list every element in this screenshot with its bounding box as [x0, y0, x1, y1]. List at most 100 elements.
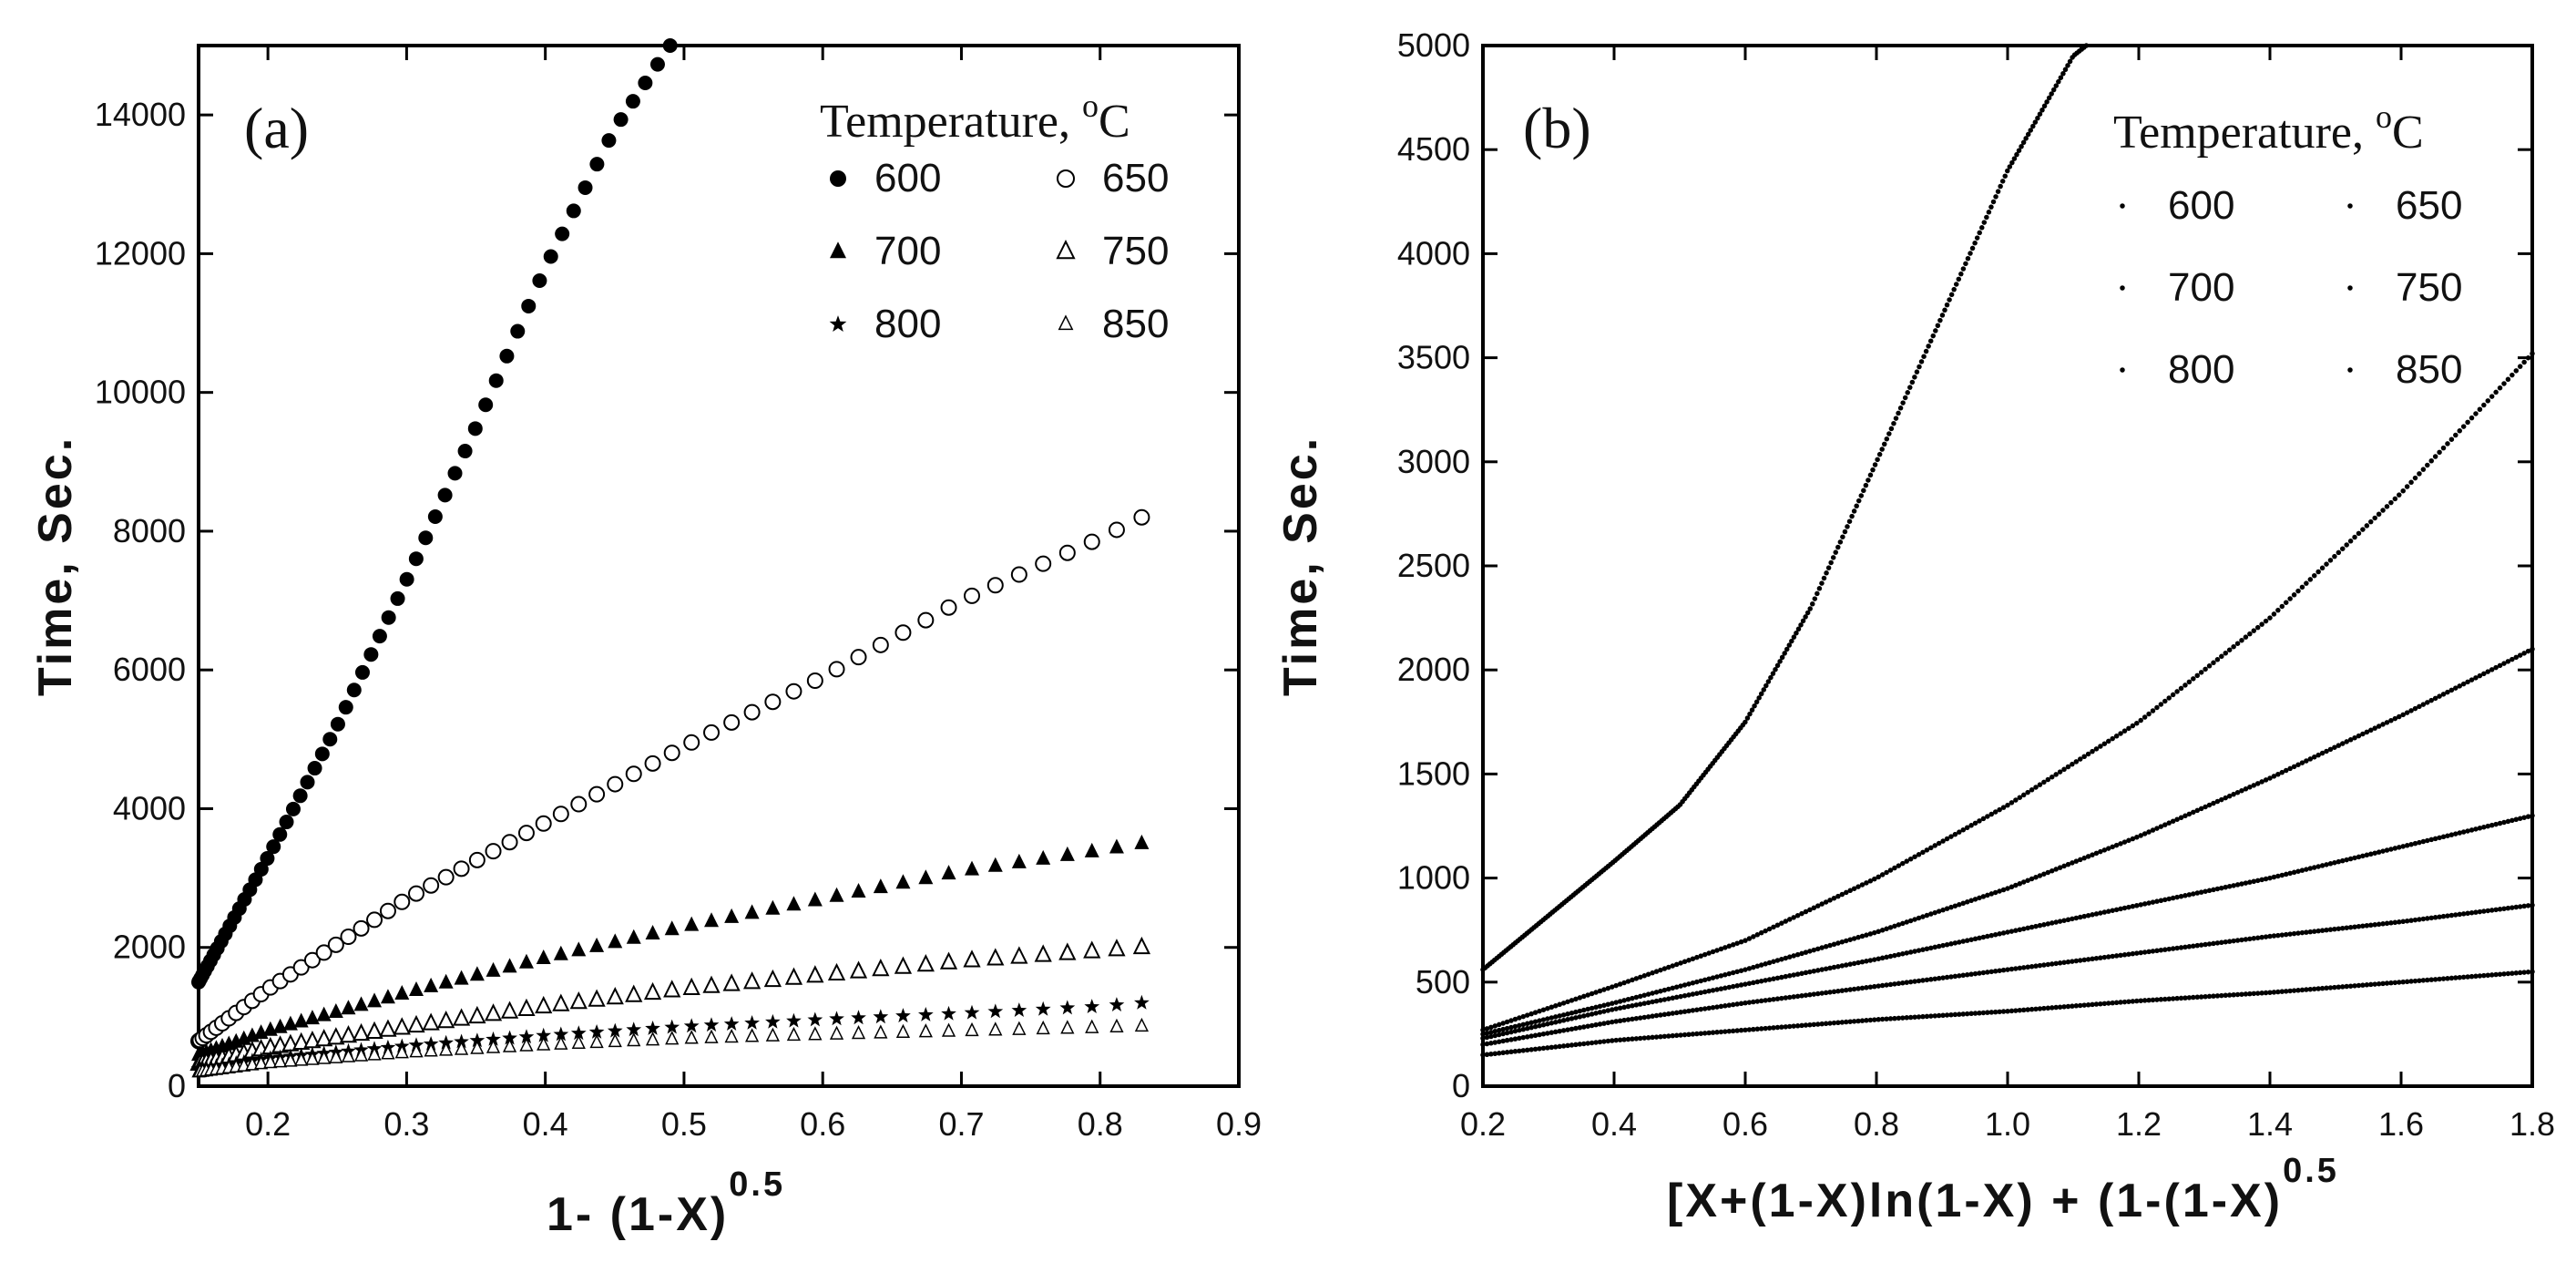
data-point-750-b [1532, 1023, 1538, 1030]
data-point-800-b [2049, 961, 2055, 967]
data-point-850-a [941, 1022, 956, 1037]
data-point-800-a [964, 1004, 980, 1020]
data-point-850-a [283, 1052, 298, 1067]
data-point-600-b [1999, 179, 2006, 184]
data-point-700-b [2234, 789, 2241, 795]
data-point-600-b [1743, 719, 1748, 725]
data-point-850-a [965, 1021, 979, 1037]
data-point-800-b [2279, 932, 2285, 938]
data-point-750-b [2356, 854, 2362, 860]
data-point-850-b [1811, 1021, 1817, 1028]
data-point-750-b [1585, 1012, 1590, 1018]
data-point-650-a [1010, 566, 1027, 583]
data-point-750-b [2037, 922, 2043, 929]
data-point-850-b [1488, 1052, 1494, 1057]
data-point-800-b [2388, 920, 2394, 926]
data-point-650-a [1035, 555, 1052, 572]
data-point-750-b [2368, 851, 2374, 857]
data-point-850-b [1932, 1013, 1937, 1019]
data-point-750-b [1988, 932, 1995, 939]
data-point-600-b [1984, 214, 1989, 221]
data-point-850-b [2493, 971, 2499, 978]
data-point-850-a [439, 1042, 454, 1056]
data-point-700-b [1811, 947, 1817, 953]
data-point-750-b [2324, 862, 2329, 867]
data-point-800-b [1617, 1018, 1623, 1023]
data-point-650-a [785, 683, 802, 700]
data-point-750-b [1710, 988, 1716, 993]
data-point-650-a [353, 919, 370, 937]
data-point-650-b [2460, 424, 2467, 429]
data-point-750-b [2182, 893, 2188, 898]
data-point-700-b [1694, 979, 1700, 985]
data-point-850-b [1807, 1021, 1813, 1028]
data-point-750-b [2352, 855, 2357, 861]
data-point-700-b [1940, 907, 1946, 913]
data-point-700-b [1730, 970, 1736, 976]
data-point-650-b [2505, 376, 2511, 383]
data-point-800-b [2295, 930, 2301, 936]
data-point-750-b [1650, 999, 1655, 1005]
data-point-800-b [2113, 953, 2120, 959]
data-point-600-b [2019, 144, 2024, 149]
data-point-750-b [1496, 1032, 1502, 1038]
data-point-650-b [2356, 530, 2362, 537]
data-point-700-b [1577, 1008, 1583, 1014]
data-point-700-b [2295, 762, 2301, 767]
data-point-850-b [1698, 1031, 1704, 1036]
data-point-700-a [380, 989, 395, 1004]
data-point-850-b [2344, 983, 2349, 990]
data-point-700-b [2420, 702, 2427, 707]
data-point-650-b [1690, 956, 1696, 961]
data-point-850-b [2239, 991, 2244, 997]
data-point-850-b [2259, 990, 2264, 996]
data-point-800-b [2521, 903, 2527, 909]
data-point-700-b [2251, 783, 2257, 788]
data-point-800-b [2158, 947, 2164, 953]
data-point-850-b [1661, 1033, 1668, 1040]
data-point-800-b [2352, 924, 2357, 929]
data-point-850-b [2356, 982, 2362, 989]
data-point-650-b [2271, 611, 2277, 617]
data-point-750-b [1540, 1021, 1547, 1028]
data-point-850-b [1758, 1026, 1764, 1032]
data-point-800-b [1855, 986, 1861, 991]
data-point-750-b [1553, 1020, 1559, 1025]
data-point-700-b [1884, 926, 1889, 932]
data-point-700-b [1545, 1016, 1550, 1021]
data-point-800-b [1831, 989, 1837, 995]
data-point-750-b [2425, 837, 2430, 844]
data-point-650-b [1924, 847, 1930, 853]
data-point-600-a [372, 629, 387, 644]
data-point-650-a [1133, 508, 1150, 526]
x-tick-label-b: 1.4 [2247, 1105, 2293, 1143]
data-point-800-b [1997, 968, 2002, 973]
data-point-800-b [1940, 975, 1946, 980]
data-point-750-b [1977, 935, 1982, 941]
data-point-650-b [1645, 971, 1651, 977]
data-point-850-b [2275, 989, 2281, 995]
data-point-650-b [2000, 805, 2007, 810]
data-point-750-b [2400, 844, 2406, 849]
data-point-600-b [1909, 379, 1916, 385]
data-point-600-b [1830, 555, 1836, 560]
data-point-750-b [2344, 857, 2349, 863]
data-point-650-a [1083, 533, 1100, 550]
data-point-750-b [2130, 903, 2136, 909]
data-point-800-b [2090, 956, 2095, 962]
series-700-b [1480, 646, 2535, 1037]
data-point-850-b [2340, 984, 2346, 990]
data-point-850-a [627, 1032, 641, 1047]
data-point-650-a [366, 911, 383, 929]
data-point-600-b [1861, 488, 1866, 494]
data-point-700-b [2319, 750, 2326, 756]
data-point-850-b [2226, 992, 2233, 998]
data-point-750-b [2142, 901, 2148, 907]
data-point-800-b [2045, 961, 2051, 968]
data-point-800-a [873, 1009, 889, 1024]
data-point-800-b [2340, 925, 2346, 931]
data-point-850-b [2033, 1006, 2039, 1012]
data-point-800-b [1884, 982, 1889, 988]
data-point-650-b [2134, 720, 2140, 726]
data-point-650-b [1968, 823, 1974, 828]
